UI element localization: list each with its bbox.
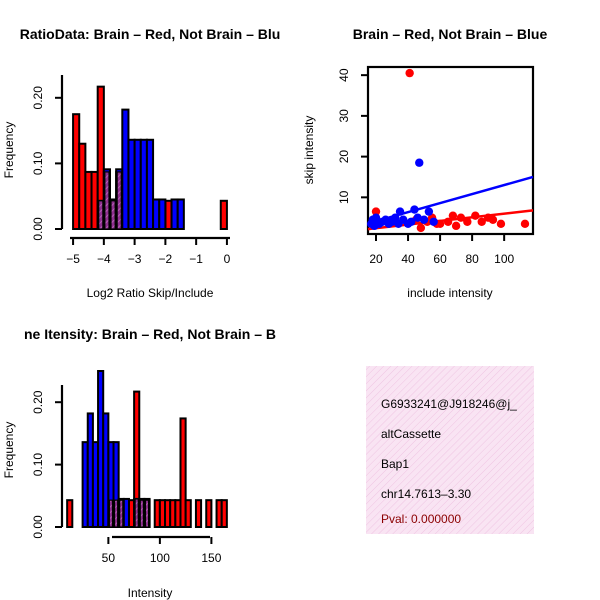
bar-overlap-6 (113, 499, 119, 528)
bar-overlap-11 (144, 499, 150, 528)
intensity-y-ticks: 0.00 0.10 0.20 (31, 390, 62, 539)
scatter-x-label: include intensity (407, 286, 492, 300)
scatter-points (367, 68, 530, 233)
x-tick-label-2: 150 (201, 551, 221, 565)
bar-not-brain-8 (122, 497, 130, 529)
point-blue-15 (410, 205, 419, 214)
ratio-title: RatioData: Brain – Red, Not Brain – Blu (20, 26, 281, 42)
bar-brain-16 (205, 499, 213, 528)
x-tick-label-2: −3 (128, 252, 142, 266)
bar-overlap-0 (98, 200, 104, 230)
genomic-location: chr14.7613–3.30 (381, 487, 471, 501)
point-red-11 (471, 211, 480, 220)
scatter-x-tick-label-0: 20 (369, 252, 383, 266)
bar-overlap-5 (108, 499, 114, 528)
y-tick-label-0: 0.00 (31, 217, 45, 241)
scatter-y-label: skip intensity (302, 116, 316, 185)
x-tick-label-4: −1 (189, 252, 203, 266)
bar-brain-0 (66, 499, 74, 528)
event-id: G6933241@J918246@j_ (381, 397, 517, 411)
bar-brain-13 (179, 417, 187, 529)
scatter-title: Brain – Red, Not Brain – Blue (353, 26, 548, 42)
point-red-0 (371, 207, 381, 216)
scatter-y-tick-label-3: 40 (337, 68, 351, 82)
point-red-10 (463, 217, 472, 226)
x-tick-label-0: −5 (66, 252, 80, 266)
point-red-7 (448, 211, 458, 220)
point-red-14 (488, 215, 498, 224)
point-blue-14 (407, 217, 416, 226)
bar-overlap-2 (110, 200, 116, 230)
x-tick-label-5: 0 (224, 252, 231, 266)
bar-brain-16 (219, 199, 228, 231)
point-red-2 (416, 223, 426, 233)
point-red-6 (443, 217, 453, 226)
point-blue-16 (413, 213, 422, 222)
point-blue-18 (419, 215, 429, 224)
x-tick-label-0: 50 (102, 551, 116, 565)
event-info-panel: G6933241@J918246@j_ altCassette Bap1 chr… (366, 366, 534, 534)
info-background (366, 366, 534, 534)
x-tick-label-1: −4 (97, 252, 111, 266)
intensity-title: ne Itensity: Brain – Red, Not Brain – B (24, 326, 276, 342)
ratio-x-ticks: −5 −4 −3 −2 −1 0 (66, 238, 231, 266)
intensity-y-label: Frequency (2, 422, 16, 479)
point-red-15 (496, 219, 506, 229)
point-blue-17 (415, 158, 424, 167)
point-red-1 (405, 68, 414, 78)
bar-overlap-1 (104, 171, 110, 230)
point-red-9 (456, 213, 466, 222)
bar-overlap-3 (116, 171, 122, 230)
ratio-histogram: RatioData: Brain – Red, Not Brain – Blu … (2, 26, 280, 300)
event-type: altCassette (381, 427, 441, 441)
y-tick-label-2: 0.20 (31, 86, 45, 110)
scatter-plot-box (366, 65, 535, 236)
y-tick-label-2: 0.20 (31, 390, 45, 414)
scatter-x-tick-label-1: 40 (401, 252, 415, 266)
scatter-y-tick-label-0: 10 (337, 190, 351, 204)
point-blue-11 (395, 207, 405, 216)
scatter-x-tick-label-3: 80 (465, 252, 479, 266)
scatter-y-ticks: 10 20 30 40 (337, 68, 368, 204)
bar-not-brain-8 (145, 138, 155, 230)
bar-not-brain-12 (176, 198, 185, 230)
x-tick-label-1: 100 (150, 551, 170, 565)
intensity-bars (66, 370, 228, 529)
point-red-16 (520, 219, 530, 229)
scatter-y-tick-label-1: 20 (337, 150, 351, 164)
ratio-bars (72, 85, 228, 231)
scatter-x-tick-label-4: 100 (494, 252, 514, 266)
point-red-8 (451, 221, 461, 231)
point-red-12 (477, 217, 486, 226)
y-tick-label-1: 0.10 (31, 151, 45, 175)
x-tick-label-3: −2 (159, 252, 173, 266)
scatter-x-ticks: 20 40 60 80 100 (369, 234, 514, 266)
bar-brain-14 (184, 499, 192, 528)
bar-not-brain-10 (158, 198, 167, 230)
intensity-histogram: ne Itensity: Brain – Red, Not Brain – B … (2, 326, 276, 600)
ratio-y-ticks: 0.00 0.10 0.20 (31, 86, 62, 241)
point-blue-20 (429, 217, 438, 226)
bar-brain-18 (220, 499, 228, 528)
bar-overlap-9 (134, 498, 139, 528)
ratio-y-label: Frequency (2, 122, 16, 179)
bar-brain-15 (194, 499, 203, 528)
intensity-x-label: Intensity (128, 586, 173, 600)
intensity-scatter: Brain – Red, Not Brain – Blue 20 40 60 80 10… (302, 26, 547, 300)
point-blue-19 (424, 207, 434, 216)
bar-overlap-7 (119, 499, 124, 528)
scatter-x-tick-label-2: 60 (433, 252, 447, 266)
ratio-x-label: Log2 Ratio Skip/Include (87, 286, 214, 300)
y-tick-label-1: 0.10 (31, 453, 45, 477)
p-value: Pval: 0.000000 (381, 512, 461, 526)
scatter-y-tick-label-2: 30 (337, 109, 351, 123)
bar-overlap-10 (139, 499, 145, 528)
intensity-x-ticks: 50 100 150 (102, 537, 222, 565)
gene-name: Bap1 (381, 457, 409, 471)
y-tick-label-0: 0.00 (31, 515, 45, 539)
